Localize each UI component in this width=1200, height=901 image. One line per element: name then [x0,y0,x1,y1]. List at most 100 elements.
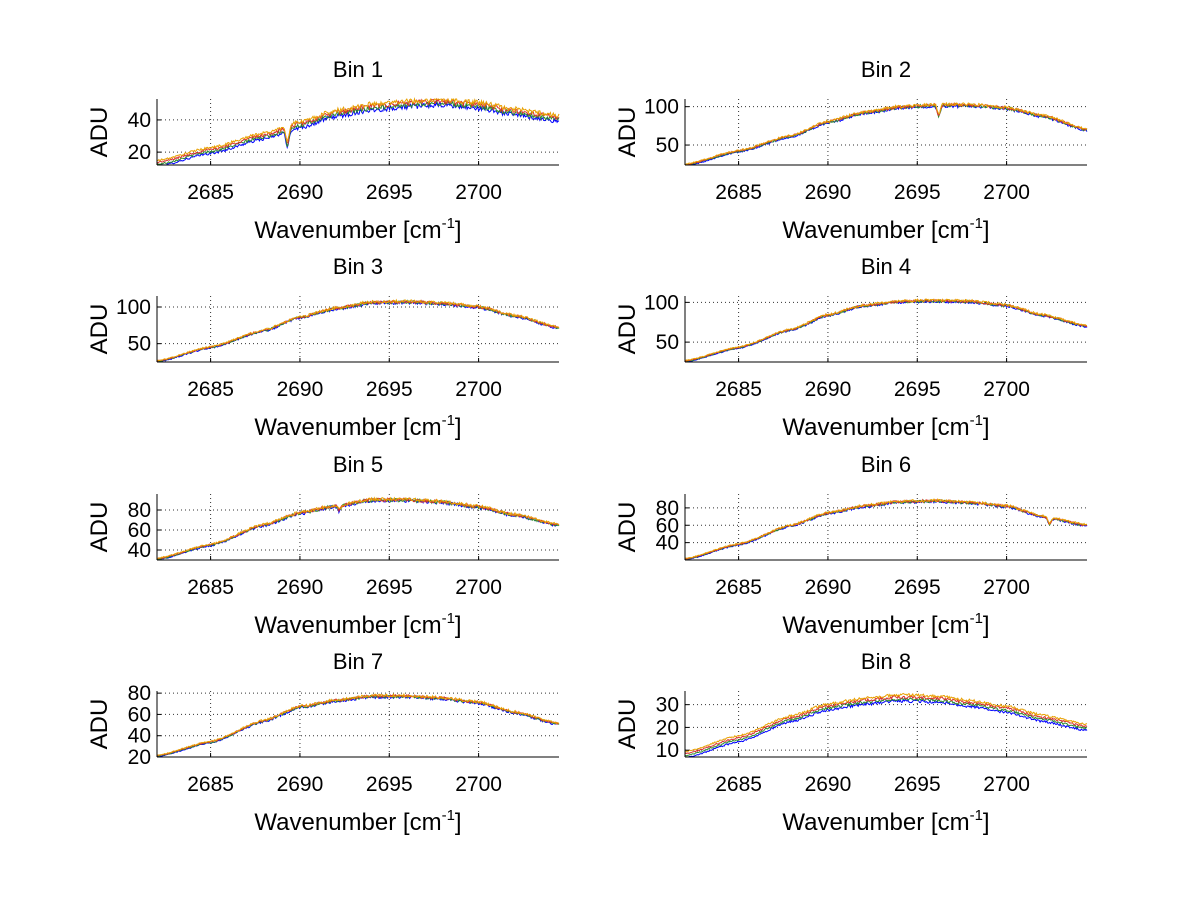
x-axis-label-superscript: -1 [970,610,983,627]
x-tick-label: 2700 [983,378,1030,401]
series-line-2 [156,100,560,166]
x-axis-label-end: ] [983,217,990,244]
series-line-3 [684,102,1088,166]
subplot-title: Bin 8 [861,649,911,674]
x-axis-label: Wavenumber [cm-1] [254,807,461,836]
x-axis-label-superscript: -1 [442,807,455,824]
x-tick-label: 2685 [715,378,762,401]
x-tick-label: 2695 [366,773,413,796]
y-tick-label: 60 [656,514,679,537]
x-tick-label: 2690 [277,576,324,599]
x-axis-label-end: ] [455,809,462,836]
y-axis-label: ADU [614,107,641,158]
y-axis-label: ADU [614,304,641,355]
x-axis-label-main: Wavenumber [cm [782,217,969,244]
series-line-1 [684,299,1088,363]
y-tick-label: 20 [656,716,679,739]
x-axis-label-superscript: -1 [970,412,983,429]
y-tick-label: 30 [656,694,679,717]
y-tick-label: 60 [128,703,151,726]
y-axis-label: ADU [86,304,113,355]
x-tick-label: 2695 [366,576,413,599]
x-tick-label: 2695 [894,378,941,401]
series-line-3 [684,298,1088,362]
series-line-3 [684,498,1088,560]
series-line-3 [156,693,560,757]
series-line-2 [684,299,1088,362]
x-tick-label: 2695 [366,181,413,204]
subplot-bin-2: 2685 2690 2695 2700 50 100 Bin 2 ADU Wavenumber … [614,57,1088,244]
x-axis-label-main: Wavenumber [cm [782,414,969,441]
x-axis-label-superscript: -1 [442,412,455,429]
y-tick-label: 100 [644,96,679,119]
y-tick-label: 20 [128,141,151,164]
series-line-4 [156,97,560,162]
y-tick-label: 10 [656,739,679,762]
x-tick-label: 2690 [805,378,852,401]
x-axis-label-end: ] [455,414,462,441]
x-tick-label: 2690 [277,773,324,796]
series-line-4 [684,498,1088,559]
x-tick-label: 2695 [894,576,941,599]
x-axis-label: Wavenumber [cm-1] [782,412,989,441]
series-line-4 [156,692,560,757]
series-line-2 [684,498,1087,561]
subplot-title: Bin 7 [333,649,383,674]
x-axis-label-main: Wavenumber [cm [782,809,969,836]
x-tick-label: 2685 [187,378,234,401]
y-tick-label: 40 [128,539,151,562]
series-line-3 [156,299,559,362]
x-axis-label-main: Wavenumber [cm [254,612,441,639]
x-axis-label-main: Wavenumber [cm [254,809,441,836]
subplot-bin-1: 2685 2690 2695 2700 20 40 Bin 1 ADU Wavenumber [… [86,57,560,244]
y-tick-label: 100 [644,291,679,314]
y-tick-label: 40 [656,532,679,555]
y-axis-label: ADU [86,107,113,158]
x-tick-label: 2700 [983,773,1030,796]
subplot-title: Bin 6 [861,452,911,477]
x-axis-label-end: ] [983,414,990,441]
series-line-1 [685,698,1088,758]
subplot-title: Bin 5 [333,452,383,477]
series-line-2 [156,299,560,363]
x-axis-label: Wavenumber [cm-1] [782,215,989,244]
y-axis-label: ADU [614,502,641,553]
subplot-title: Bin 2 [861,57,911,82]
series-line-4 [684,101,1088,165]
x-tick-label: 2690 [805,576,852,599]
x-tick-label: 2700 [455,576,502,599]
x-tick-label: 2700 [455,181,502,204]
x-tick-label: 2685 [715,576,762,599]
x-tick-label: 2695 [894,181,941,204]
x-axis-label-main: Wavenumber [cm [254,414,441,441]
x-axis-label-end: ] [983,612,990,639]
x-axis-label: Wavenumber [cm-1] [254,215,461,244]
x-tick-label: 2700 [455,773,502,796]
x-tick-label: 2700 [455,378,502,401]
series-line-4 [156,496,560,559]
series-line-1 [684,499,1088,561]
x-axis-label-end: ] [455,612,462,639]
subplot-title: Bin 3 [333,254,383,279]
x-axis-label-end: ] [983,809,990,836]
y-axis-label: ADU [86,502,113,553]
y-tick-label: 20 [128,746,151,769]
y-tick-label: 50 [656,134,679,157]
x-tick-label: 2685 [187,576,234,599]
series-line-1 [156,300,560,363]
x-tick-label: 2690 [805,181,852,204]
x-axis-label-main: Wavenumber [cm [782,612,969,639]
x-tick-label: 2700 [983,181,1030,204]
x-axis-label: Wavenumber [cm-1] [782,807,989,836]
y-tick-label: 80 [656,497,679,520]
y-axis-label: ADU [86,699,113,750]
y-tick-label: 60 [128,519,151,542]
x-axis-label: Wavenumber [cm-1] [254,412,461,441]
x-axis-label-main: Wavenumber [cm [254,217,441,244]
x-axis-label-end: ] [455,217,462,244]
y-tick-label: 40 [128,725,151,748]
x-axis-label: Wavenumber [cm-1] [254,610,461,639]
